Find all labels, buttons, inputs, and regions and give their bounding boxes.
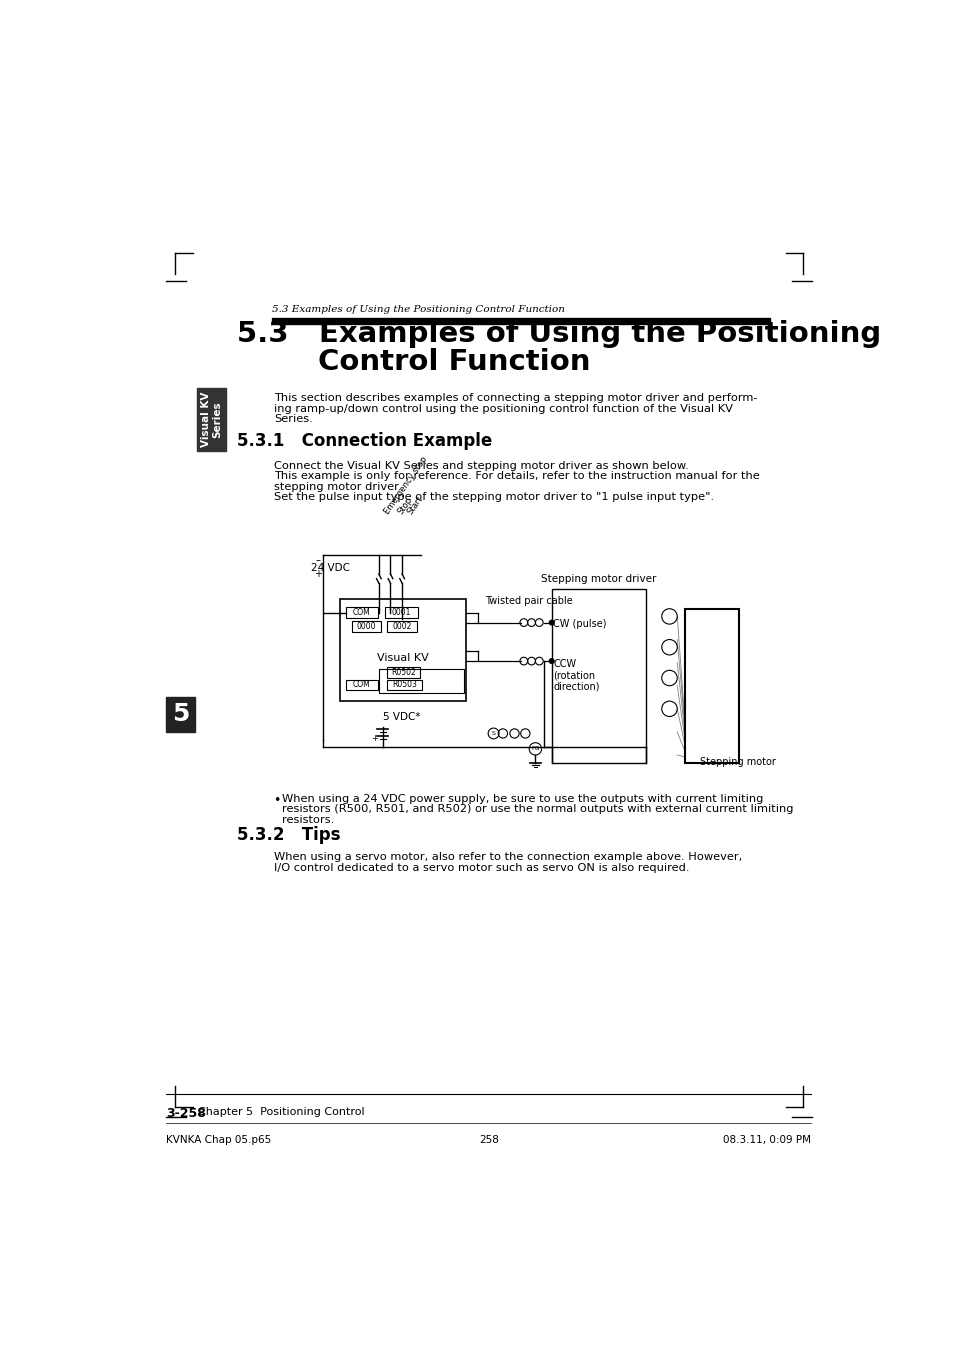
Bar (340, 600, 466, 701)
Bar (551, 589, 645, 763)
Text: 5.3   Examples of Using the Positioning: 5.3 Examples of Using the Positioning (236, 320, 881, 349)
Bar (166, 697, 195, 732)
Text: Control Function: Control Function (236, 349, 590, 376)
Text: COM: COM (353, 608, 371, 617)
Text: 24 VDC: 24 VDC (311, 563, 350, 573)
Text: Visual KV
Series: Visual KV Series (200, 392, 222, 447)
Bar (272, 319, 769, 324)
Text: ing ramp-up/down control using the positioning control function of the Visual KV: ing ramp-up/down control using the posit… (274, 404, 732, 413)
Circle shape (549, 659, 554, 663)
Text: 5 VDC*: 5 VDC* (382, 712, 420, 721)
Text: When using a servo motor, also refer to the connection example above. However,: When using a servo motor, also refer to … (274, 852, 741, 862)
Text: 5.3.2   Tips: 5.3.2 Tips (236, 827, 340, 844)
Bar (378, 669, 464, 693)
Text: +: + (371, 734, 378, 743)
Text: I/O control dedicated to a servo motor such as servo ON is also required.: I/O control dedicated to a servo motor s… (274, 863, 689, 873)
Text: FG: FG (531, 746, 539, 751)
Bar (385, 607, 417, 617)
Bar (684, 609, 739, 763)
Bar (345, 607, 377, 617)
Bar (196, 388, 226, 451)
Text: 5.3.1   Connection Example: 5.3.1 Connection Example (236, 432, 492, 450)
Text: KVNKA Chap 05.p65: KVNKA Chap 05.p65 (166, 1135, 271, 1146)
Text: 0000: 0000 (356, 621, 375, 631)
Text: –: – (373, 743, 376, 751)
Text: Stepping motor driver: Stepping motor driver (540, 574, 656, 584)
Text: •: • (273, 793, 280, 807)
Text: resistors (R500, R501, and R502) or use the normal outputs with external current: resistors (R500, R501, and R502) or use … (282, 804, 793, 815)
Text: CW (pulse): CW (pulse) (553, 619, 606, 630)
Circle shape (549, 620, 554, 626)
Text: Connect the Visual KV Series and stepping motor driver as shown below.: Connect the Visual KV Series and steppin… (274, 461, 688, 471)
Bar (352, 621, 381, 632)
Text: Series.: Series. (274, 413, 313, 424)
Text: stepping motor driver.: stepping motor driver. (274, 482, 401, 492)
Bar (345, 680, 377, 690)
Text: When using a 24 VDC power supply, be sure to use the outputs with current limiti: When using a 24 VDC power supply, be sur… (282, 793, 762, 804)
Bar (387, 680, 422, 690)
Text: Visual KV: Visual KV (377, 653, 429, 663)
Bar (387, 621, 416, 632)
Text: S: S (491, 731, 495, 736)
Text: Start: Start (406, 494, 425, 516)
Text: Emergency stop: Emergency stop (382, 455, 429, 516)
Text: Chapter 5  Positioning Control: Chapter 5 Positioning Control (191, 1106, 364, 1117)
Text: Stepping motor: Stepping motor (700, 757, 776, 766)
Text: 0002: 0002 (392, 621, 412, 631)
Text: 5: 5 (172, 703, 189, 727)
Text: CCW
(rotation
direction): CCW (rotation direction) (553, 659, 599, 692)
Text: This example is only for reference. For details, refer to the instruction manual: This example is only for reference. For … (274, 471, 760, 481)
Text: 5.3 Examples of Using the Positioning Control Function: 5.3 Examples of Using the Positioning Co… (272, 305, 564, 313)
Text: 3-258: 3-258 (166, 1106, 206, 1120)
Text: R0502: R0502 (391, 669, 416, 677)
Text: R0503: R0503 (392, 681, 416, 689)
Text: +: + (314, 569, 321, 580)
Text: Set the pulse input type of the stepping motor driver to "1 pulse input type".: Set the pulse input type of the stepping… (274, 492, 714, 503)
Text: –: – (314, 555, 320, 565)
Bar (387, 667, 419, 678)
Text: 258: 258 (478, 1135, 498, 1146)
Text: Stop: Stop (395, 496, 414, 516)
Text: COM: COM (353, 681, 371, 689)
Text: This section describes examples of connecting a stepping motor driver and perfor: This section describes examples of conne… (274, 393, 757, 403)
Text: 08.3.11, 0:09 PM: 08.3.11, 0:09 PM (721, 1135, 810, 1146)
Text: Twisted pair cable: Twisted pair cable (484, 596, 572, 607)
Text: 0001: 0001 (392, 608, 411, 617)
Text: resistors.: resistors. (282, 815, 334, 825)
